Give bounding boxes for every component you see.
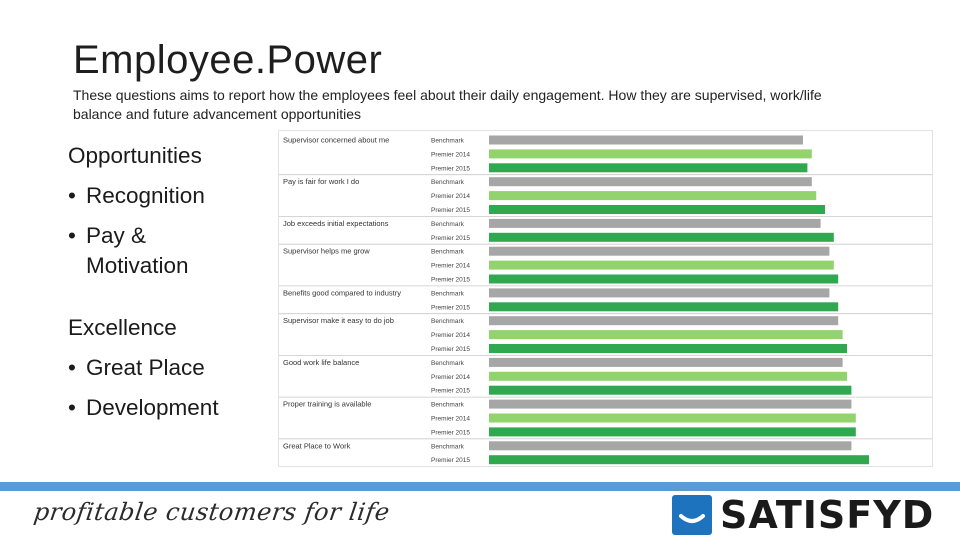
bullet-icon: •: [68, 395, 76, 420]
series-label: Premier 2015: [431, 346, 470, 353]
bar: [489, 191, 817, 201]
bar: [489, 441, 852, 451]
smile-logo-icon: [672, 495, 712, 535]
bar: [489, 413, 856, 423]
bar: [489, 232, 834, 242]
slide-title: Employee.Power: [73, 38, 383, 82]
series-label: Benchmark: [431, 318, 465, 325]
footer-tagline: profitable customers for life: [32, 498, 392, 526]
list-item-label: Recognition: [86, 183, 205, 208]
category-label: Supervisor helps me grow: [283, 247, 370, 256]
bar: [489, 357, 843, 367]
series-label: Benchmark: [431, 138, 465, 145]
list-item-pay-motivation: • Pay & Motivation: [68, 216, 268, 286]
series-label: Benchmark: [431, 179, 465, 186]
category-label: Job exceeds initial expectations: [283, 219, 389, 228]
footer-bar: [0, 482, 960, 491]
bar: [489, 218, 821, 228]
engagement-chart: Supervisor concerned about me Benchmark Pr…: [278, 130, 933, 467]
series-label: Premier 2015: [431, 207, 470, 214]
category-label: Pay is fair for work I do: [283, 177, 359, 186]
bar: [489, 149, 812, 159]
slide-subtitle: These questions aims to report how the e…: [73, 87, 822, 122]
bar: [489, 163, 808, 173]
list-heading-opportunities: Opportunities: [68, 143, 202, 168]
series-label: Premier 2014: [431, 151, 470, 158]
bar: [489, 302, 839, 312]
series-label: Benchmark: [431, 443, 465, 450]
bar: [489, 399, 852, 409]
series-label: Premier 2014: [431, 416, 470, 423]
series-label: Premier 2014: [431, 332, 470, 339]
bar: [489, 274, 839, 284]
list-item-label: Development: [86, 395, 219, 420]
bar: [489, 246, 830, 256]
bar: [489, 385, 852, 395]
list-item-label: Great Place: [86, 355, 205, 380]
bar: [489, 455, 869, 465]
bar: [489, 260, 834, 270]
series-label: Benchmark: [431, 221, 465, 228]
series-label: Premier 2014: [431, 263, 470, 270]
series-label: Benchmark: [431, 249, 465, 256]
category-label: Great Place to Work: [283, 441, 351, 450]
bar: [489, 371, 847, 381]
category-label: Proper training is available: [283, 400, 371, 409]
category-label: Supervisor concerned about me: [283, 136, 389, 145]
bullet-icon: •: [68, 183, 76, 208]
list-item-great-place: • Great Place: [68, 348, 268, 388]
bar: [489, 330, 843, 340]
series-label: Premier 2014: [431, 374, 470, 381]
satisfyd-logo: SATISFYD: [672, 494, 934, 536]
bar: [489, 177, 812, 187]
series-label: Premier 2015: [431, 304, 470, 311]
series-label: Premier 2015: [431, 388, 470, 395]
chart-svg: Supervisor concerned about me Benchmark Pr…: [279, 135, 932, 465]
bar: [489, 205, 825, 214]
bar: [489, 316, 839, 326]
list-item-recognition: • Recognition: [68, 176, 268, 216]
series-label: Premier 2015: [431, 235, 470, 242]
series-label: Premier 2014: [431, 193, 470, 200]
series-label: Benchmark: [431, 290, 465, 297]
series-label: Premier 2015: [431, 429, 470, 436]
series-label: Benchmark: [431, 360, 465, 367]
bar: [489, 288, 830, 298]
category-label: Good work life balance: [283, 358, 359, 367]
bar: [489, 427, 856, 437]
category-label: Supervisor make it easy to do job: [283, 316, 394, 325]
category-list: Opportunities • Recognition • Pay & Moti…: [68, 136, 268, 428]
bar: [489, 135, 803, 145]
series-label: Premier 2015: [431, 165, 470, 172]
bar: [489, 344, 847, 353]
category-label: Benefits good compared to industry: [283, 288, 401, 297]
list-item-label: Pay & Motivation: [86, 223, 189, 278]
list-item-development: • Development: [68, 388, 268, 428]
list-heading-excellence: Excellence: [68, 315, 177, 340]
bullet-icon: •: [68, 223, 76, 248]
series-label: Premier 2015: [431, 457, 470, 464]
series-label: Premier 2015: [431, 277, 470, 284]
logo-text: SATISFYD: [720, 493, 935, 537]
bullet-icon: •: [68, 355, 76, 380]
series-label: Benchmark: [431, 402, 465, 409]
